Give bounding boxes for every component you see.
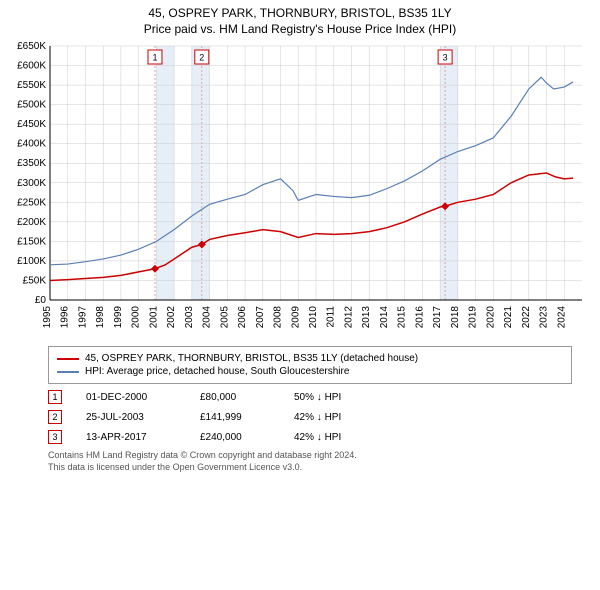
chart-container: 45, OSPREY PARK, THORNBURY, BRISTOL, BS3… (0, 0, 600, 477)
sale-pct: 50% ↓ HPI (294, 392, 384, 403)
sale-price: £80,000 (200, 392, 270, 403)
sales-row: 2 25-JUL-2003 £141,999 42% ↓ HPI (48, 410, 572, 424)
sale-pct: 42% ↓ HPI (294, 432, 384, 443)
svg-text:2017: 2017 (432, 306, 443, 329)
svg-text:£200K: £200K (17, 217, 46, 228)
sales-row: 1 01-DEC-2000 £80,000 50% ↓ HPI (48, 390, 572, 404)
footer-line-2: This data is licensed under the Open Gov… (48, 462, 572, 474)
svg-text:2009: 2009 (290, 306, 301, 329)
svg-text:2008: 2008 (273, 306, 284, 329)
plot-area: £0 £50K £100K £150K £200K £250K £300K £350K £400… (8, 40, 592, 340)
sale-pct: 42% ↓ HPI (294, 412, 384, 423)
svg-text:£600K: £600K (17, 61, 46, 72)
footer-note: Contains HM Land Registry data © Crown c… (48, 450, 572, 473)
svg-text:£450K: £450K (17, 119, 46, 130)
sale-price: £240,000 (200, 432, 270, 443)
svg-text:£0: £0 (35, 295, 47, 306)
legend-row: 45, OSPREY PARK, THORNBURY, BRISTOL, BS3… (57, 353, 563, 364)
svg-text:2006: 2006 (237, 306, 248, 329)
footer-line-1: Contains HM Land Registry data © Crown c… (48, 450, 572, 462)
legend-row: HPI: Average price, detached house, Sout… (57, 366, 563, 377)
svg-text:£300K: £300K (17, 178, 46, 189)
svg-text:2021: 2021 (503, 306, 514, 329)
svg-text:3: 3 (443, 53, 448, 63)
svg-text:£150K: £150K (17, 236, 46, 247)
svg-text:2004: 2004 (202, 306, 213, 329)
sale-marker-box: 1 (48, 390, 62, 404)
legend-swatch (57, 371, 79, 373)
svg-text:2002: 2002 (166, 306, 177, 329)
svg-text:2001: 2001 (148, 306, 159, 329)
svg-text:2011: 2011 (326, 306, 337, 328)
sales-table: 1 01-DEC-2000 £80,000 50% ↓ HPI 2 25-JUL-2003… (48, 390, 572, 444)
svg-text:1998: 1998 (95, 306, 106, 329)
svg-text:2003: 2003 (184, 306, 195, 329)
sale-date: 13-APR-2017 (86, 432, 176, 443)
svg-text:£550K: £550K (17, 80, 46, 91)
svg-text:2016: 2016 (414, 306, 425, 329)
sale-date: 25-JUL-2003 (86, 412, 176, 423)
legend-box: 45, OSPREY PARK, THORNBURY, BRISTOL, BS3… (48, 346, 572, 384)
title-block: 45, OSPREY PARK, THORNBURY, BRISTOL, BS3… (8, 6, 592, 36)
svg-text:£400K: £400K (17, 139, 46, 150)
svg-text:£50K: £50K (23, 275, 47, 286)
svg-text:2018: 2018 (450, 306, 461, 329)
svg-text:2020: 2020 (485, 306, 496, 329)
sales-row: 3 13-APR-2017 £240,000 42% ↓ HPI (48, 430, 572, 444)
svg-text:1996: 1996 (60, 306, 71, 329)
legend-label: HPI: Average price, detached house, Sout… (85, 366, 349, 377)
svg-text:2024: 2024 (556, 306, 567, 329)
svg-text:2000: 2000 (131, 306, 142, 329)
svg-text:1999: 1999 (113, 306, 124, 329)
svg-text:£250K: £250K (17, 197, 46, 208)
title-sub: Price paid vs. HM Land Registry's House … (8, 22, 592, 36)
svg-text:2012: 2012 (343, 306, 354, 329)
sale-price: £141,999 (200, 412, 270, 423)
svg-text:£650K: £650K (17, 41, 46, 52)
svg-text:2: 2 (199, 53, 204, 63)
title-main: 45, OSPREY PARK, THORNBURY, BRISTOL, BS3… (8, 6, 592, 20)
chart-svg: £0 £50K £100K £150K £200K £250K £300K £350K £400… (8, 40, 592, 340)
svg-text:1: 1 (152, 53, 157, 63)
legend-swatch (57, 358, 79, 360)
svg-text:2007: 2007 (255, 306, 266, 329)
sale-marker-box: 2 (48, 410, 62, 424)
sale-marker-box: 3 (48, 430, 62, 444)
svg-text:2014: 2014 (379, 306, 390, 329)
svg-text:2015: 2015 (397, 306, 408, 329)
sale-date: 01-DEC-2000 (86, 392, 176, 403)
svg-text:2010: 2010 (308, 306, 319, 329)
svg-text:2023: 2023 (539, 306, 550, 329)
legend-label: 45, OSPREY PARK, THORNBURY, BRISTOL, BS3… (85, 353, 418, 364)
svg-text:£350K: £350K (17, 158, 46, 169)
svg-text:2022: 2022 (521, 306, 532, 329)
svg-text:2013: 2013 (361, 306, 372, 329)
svg-text:1997: 1997 (77, 306, 88, 329)
svg-text:£100K: £100K (17, 256, 46, 267)
svg-text:2019: 2019 (468, 306, 479, 329)
svg-text:2005: 2005 (219, 306, 230, 329)
svg-text:1995: 1995 (42, 306, 53, 329)
svg-text:£500K: £500K (17, 100, 46, 111)
